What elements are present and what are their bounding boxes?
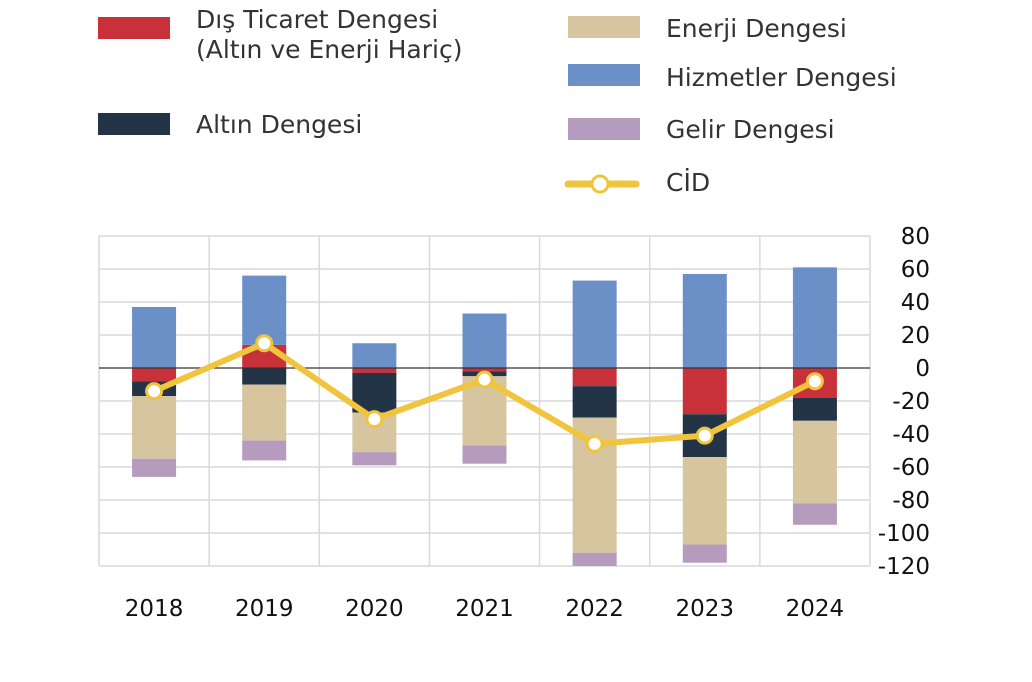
cid-point-2021	[475, 370, 494, 389]
legend-swatch-4	[568, 118, 640, 140]
bar-segment-3-2024	[792, 267, 837, 368]
y-tick-label: 80	[901, 224, 930, 250]
y-tick-label: 0	[915, 356, 930, 382]
x-tick-label: 2018	[125, 596, 184, 622]
bar-segment-0-2018	[132, 368, 177, 382]
bar-segment-2-2019	[242, 384, 287, 441]
legend-label-0: (Altın ve Enerji Hariç)	[196, 35, 462, 64]
bar-segment-0-2022	[572, 368, 617, 387]
legend-label-2: Enerji Dengesi	[666, 14, 847, 43]
x-tick-label: 2024	[786, 596, 845, 622]
legend-swatch-0	[98, 17, 170, 39]
cid-point-2022	[585, 434, 604, 453]
y-tick-label: -120	[878, 554, 930, 580]
y-tick-label: 60	[901, 257, 930, 283]
legend-label-3: Hizmetler Dengesi	[666, 63, 897, 92]
legend-marker-cid	[590, 174, 610, 194]
bar-segment-4-2022	[572, 552, 617, 566]
bar-segment-1-2022	[572, 386, 617, 418]
bar-segment-4-2021	[462, 445, 507, 464]
cid-point-2024	[805, 372, 824, 391]
cid-point-2020	[365, 410, 384, 429]
y-tick-label: -20	[892, 389, 930, 415]
x-tick-label: 2023	[676, 596, 735, 622]
legend-label-4: Gelir Dengesi	[666, 115, 835, 144]
cid-point-2023	[695, 426, 714, 445]
legend-swatch-3	[568, 64, 640, 86]
bar-segment-0-2020	[352, 368, 397, 373]
bar-segment-4-2019	[242, 440, 287, 461]
y-tick-label: 20	[901, 323, 930, 349]
bar-segment-4-2020	[352, 452, 397, 466]
cid-point-2019	[255, 334, 274, 353]
bar-segment-3-2022	[572, 280, 617, 368]
bar-segment-2-2018	[132, 396, 177, 459]
legend: Dış Ticaret Dengesi(Altın ve Enerji Hari…	[98, 5, 897, 197]
bar-segment-3-2021	[462, 313, 507, 368]
y-tick-label: -80	[892, 488, 930, 514]
bar-segment-1-2019	[242, 368, 287, 385]
bar-segment-1-2024	[792, 397, 837, 421]
legend-label-1: Altın Dengesi	[196, 110, 362, 139]
x-tick-label: 2020	[345, 596, 404, 622]
legend-label-cid: CİD	[666, 168, 710, 197]
cid-point-2018	[145, 382, 164, 401]
bar-segment-2-2023	[682, 457, 727, 545]
bar-segment-3-2018	[132, 306, 177, 368]
legend-label-0: Dış Ticaret Dengesi	[196, 5, 438, 34]
legend-swatch-1	[98, 113, 170, 135]
bar-segment-0-2021	[462, 368, 507, 372]
y-tick-label: 40	[901, 290, 930, 316]
y-tick-label: -40	[892, 422, 930, 448]
legend-swatch-2	[568, 16, 640, 38]
y-tick-label: -60	[892, 455, 930, 481]
bar-segment-4-2024	[792, 503, 837, 525]
bar-segment-4-2018	[132, 458, 177, 477]
x-tick-label: 2021	[455, 596, 514, 622]
plot-area: 80 60 40 20 0 -20 -40 -60 -80 -100 -120 2018 2019 202…	[98, 224, 930, 622]
x-tick-label: 2019	[235, 596, 294, 622]
y-tick-label: -100	[878, 521, 930, 547]
x-tick-label: 2022	[565, 596, 624, 622]
bar-segment-3-2020	[352, 343, 397, 368]
bar-segment-4-2023	[682, 544, 727, 563]
bar-segment-2-2024	[792, 420, 837, 504]
bar-segment-3-2023	[682, 273, 727, 368]
bar-segment-3-2019	[242, 275, 287, 345]
bar-segment-0-2023	[682, 368, 727, 415]
